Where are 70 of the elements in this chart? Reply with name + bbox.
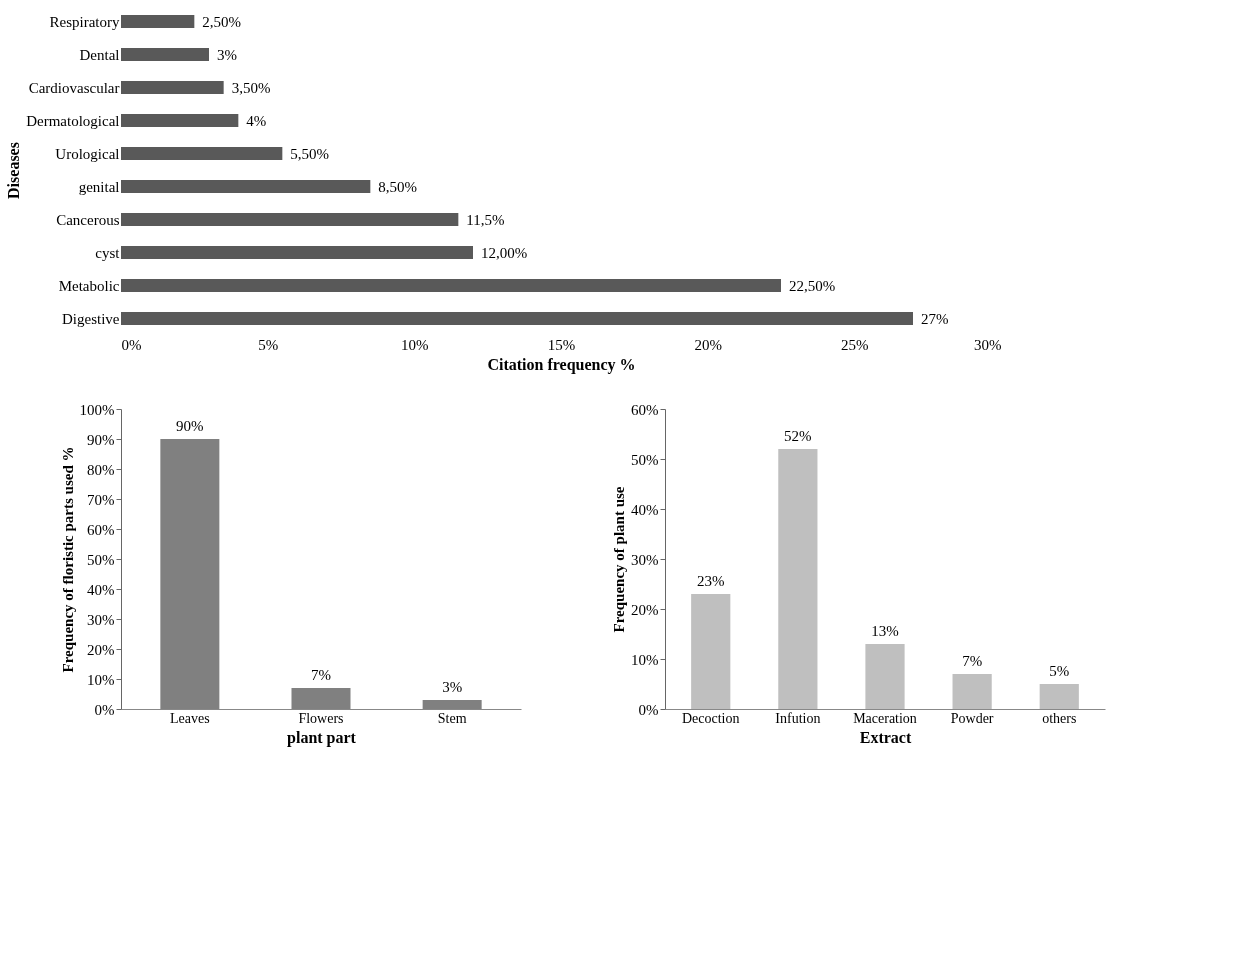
- data-label: 22,50%: [789, 277, 836, 294]
- x-tick-label: 25%: [841, 336, 869, 353]
- data-label: 3,50%: [231, 79, 271, 96]
- x-axis-title: Extract: [859, 728, 912, 746]
- x-tick-label: Flowers: [298, 710, 344, 726]
- y-tick-label: Metabolic: [58, 277, 120, 294]
- y-tick-label: 20%: [87, 641, 115, 658]
- data-label: 7%: [962, 653, 983, 669]
- y-tick-label: 70%: [87, 491, 115, 508]
- data-label: 2,50%: [202, 13, 242, 30]
- y-tick-label: 60%: [631, 401, 659, 418]
- y-tick-label: 20%: [631, 601, 659, 618]
- x-tick-label: 15%: [547, 336, 576, 353]
- data-label: 23%: [696, 573, 725, 589]
- x-tick-label: 0%: [121, 336, 142, 353]
- x-axis-title: Citation frequency %: [487, 355, 636, 374]
- data-label: 5,50%: [290, 145, 330, 162]
- y-tick-label: cyst: [95, 244, 121, 261]
- data-label: 13%: [871, 623, 899, 639]
- data-label: 52%: [784, 428, 812, 444]
- y-tick-label: 30%: [631, 551, 659, 568]
- y-tick-label: 40%: [87, 581, 115, 598]
- y-tick-label: 80%: [87, 461, 115, 478]
- bar: [952, 674, 992, 709]
- x-tick-label: 20%: [694, 336, 722, 353]
- y-axis-title: Frequency of plant use: [611, 486, 627, 633]
- y-tick-label: 100%: [79, 401, 115, 418]
- data-label: 5%: [1049, 663, 1070, 679]
- y-tick-label: 10%: [631, 651, 659, 668]
- y-tick-label: Cancerous: [56, 211, 120, 228]
- y-tick-label: genital: [78, 178, 120, 195]
- data-label: 3%: [217, 46, 237, 63]
- y-tick-label: 50%: [631, 451, 659, 468]
- y-tick-label: 10%: [87, 671, 115, 688]
- x-tick-label: 30%: [974, 336, 1002, 353]
- x-tick-label: Decoction: [681, 710, 740, 726]
- y-tick-label: 50%: [87, 551, 115, 568]
- x-tick-label: Powder: [950, 710, 994, 726]
- x-tick-label: Infution: [775, 710, 821, 726]
- x-tick-label: Maceration: [853, 710, 917, 726]
- bar: [1039, 684, 1079, 709]
- data-label: 8,50%: [378, 178, 418, 195]
- bar: [865, 644, 905, 709]
- x-tick-label: Stem: [437, 710, 467, 726]
- x-tick-label: 10%: [401, 336, 429, 353]
- y-tick-label: 90%: [87, 431, 115, 448]
- x-tick-label: others: [1042, 710, 1077, 726]
- x-tick-label: Leaves: [170, 710, 210, 726]
- y-tick-label: 60%: [87, 521, 115, 538]
- y-tick-label: 30%: [87, 611, 115, 628]
- y-tick-label: Dental: [79, 46, 120, 63]
- y-tick-label: Respiratory: [49, 13, 120, 30]
- data-label: 90%: [176, 418, 204, 434]
- data-label: 7%: [311, 667, 331, 683]
- data-label: 11,5%: [466, 211, 505, 228]
- y-axis-title: Diseases: [5, 142, 23, 199]
- data-label: 12,00%: [481, 244, 528, 261]
- data-label: 4%: [246, 112, 267, 129]
- data-label: 27%: [921, 310, 949, 327]
- y-axis-title: Frequency of floristic parts used %: [59, 446, 76, 673]
- x-tick-label: 5%: [258, 336, 279, 353]
- data-label: 3%: [442, 679, 463, 695]
- bar: [691, 594, 731, 709]
- x-axis-title: plant part: [287, 728, 357, 747]
- y-tick-label: Digestive: [62, 310, 120, 327]
- y-tick-label: Urological: [55, 145, 120, 162]
- bar: [778, 449, 818, 709]
- y-tick-label: 40%: [631, 501, 659, 518]
- y-tick-label: Dermatological: [26, 112, 120, 129]
- y-tick-label: Cardiovascular: [28, 79, 120, 96]
